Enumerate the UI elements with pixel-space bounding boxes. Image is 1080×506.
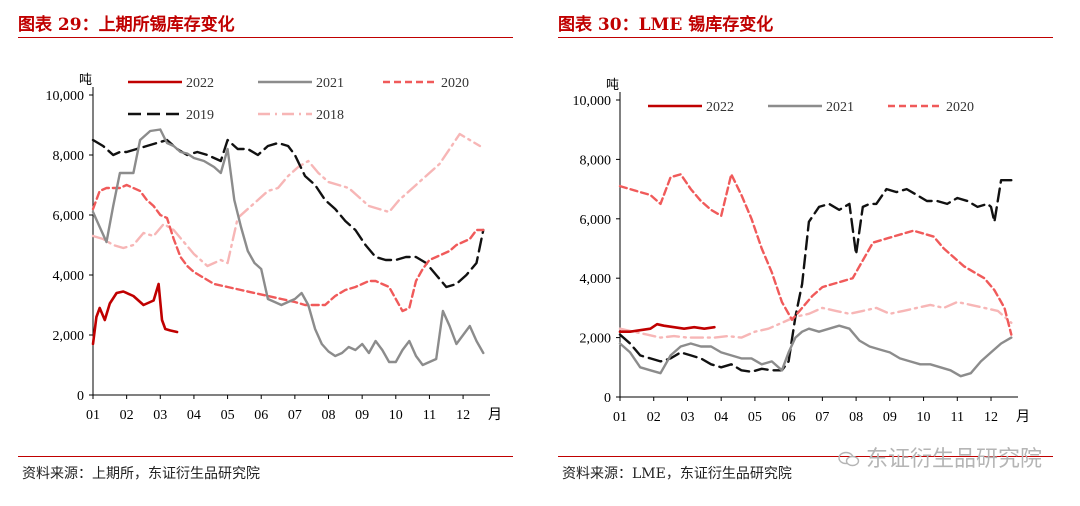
x-tick-label: 07 bbox=[288, 408, 302, 423]
x-tick-label: 05 bbox=[748, 410, 762, 425]
legend-label-2020: 2020 bbox=[946, 100, 974, 115]
y-tick-label: 4,000 bbox=[580, 272, 612, 287]
x-tick-label: 04 bbox=[187, 408, 201, 423]
title-divider bbox=[18, 37, 513, 38]
y-tick-label: 2,000 bbox=[580, 332, 612, 347]
series-line-2020 bbox=[618, 173, 1013, 336]
legend-label-2021: 2021 bbox=[826, 100, 854, 115]
y-tick-label: 2,000 bbox=[53, 329, 85, 344]
series-line-2020 bbox=[91, 183, 485, 313]
y-tick-label: 10,000 bbox=[573, 94, 612, 109]
y-tick-label: 0 bbox=[604, 391, 611, 406]
watermark-text: 东证衍生品研究院 bbox=[865, 447, 1042, 472]
chart-panel-shfe: 图表 29：上期所锡库存变化 0 2,000 4,000 6,000 8,000 10,0… bbox=[18, 15, 513, 482]
x-tick-label: 03 bbox=[680, 410, 694, 425]
x-tick-label: 01 bbox=[86, 408, 100, 423]
x-tick-label: 10 bbox=[389, 408, 403, 423]
wechat-icon bbox=[838, 451, 860, 467]
source-note: 资料来源：LME，东证衍生品研究院 bbox=[562, 466, 792, 482]
source-note: 资料来源：上期所，东证衍生品研究院 bbox=[22, 466, 260, 482]
x-tick-label: 01 bbox=[613, 410, 627, 425]
source-divider bbox=[558, 456, 1053, 457]
series-line-2018 bbox=[91, 132, 482, 268]
x-tick-label: 02 bbox=[120, 408, 134, 423]
x-tick-label: 03 bbox=[153, 408, 167, 423]
y-tick-label: 6,000 bbox=[53, 209, 85, 224]
series-line-2019 bbox=[618, 178, 1013, 373]
y-axis-unit: 吨 bbox=[606, 77, 619, 92]
x-tick-label: 04 bbox=[714, 410, 728, 425]
watermark: 东证衍生品研究院 bbox=[838, 441, 1042, 473]
x-axis-unit: 月 bbox=[1016, 409, 1030, 425]
x-tick-label: 06 bbox=[254, 408, 268, 423]
y-tick-label: 6,000 bbox=[580, 213, 612, 228]
x-tick-label: 08 bbox=[849, 410, 863, 425]
lme-inventory-chart: 0 2,000 4,000 6,000 8,000 10,000 吨 01 02 03 04 05 06… bbox=[573, 77, 1031, 425]
y-tick-label: 4,000 bbox=[53, 269, 85, 284]
x-tick-label: 11 bbox=[423, 408, 436, 423]
legend-label-2021: 2021 bbox=[316, 76, 344, 91]
series-line-2021 bbox=[618, 324, 1013, 378]
chart-panel-lme: 图表 30：LME 锡库存变化 0 2,000 4,000 6,000 8,000 10,… bbox=[540, 0, 1080, 506]
series-line-2022 bbox=[91, 282, 179, 346]
y-tick-label: 8,000 bbox=[53, 149, 85, 164]
series-line-2018 bbox=[618, 300, 1013, 339]
x-tick-label: 12 bbox=[984, 410, 998, 425]
series-line-2022 bbox=[618, 322, 716, 334]
x-tick-label: 02 bbox=[647, 410, 661, 425]
x-tick-label: 06 bbox=[782, 410, 796, 425]
source-divider bbox=[18, 456, 513, 457]
legend-label-2019: 2019 bbox=[186, 108, 214, 123]
chart-title: 图表 29：上期所锡库存变化 bbox=[18, 15, 235, 35]
chart-title: 图表 30：LME 锡库存变化 bbox=[558, 15, 774, 35]
x-axis-unit: 月 bbox=[488, 407, 502, 423]
title-divider bbox=[558, 37, 1053, 38]
x-tick-label: 07 bbox=[815, 410, 829, 425]
series-line-2021 bbox=[91, 128, 485, 367]
legend-label-2020: 2020 bbox=[441, 76, 469, 91]
x-tick-label: 12 bbox=[456, 408, 470, 423]
series-line-2019 bbox=[91, 138, 485, 289]
legend-label-2022: 2022 bbox=[186, 76, 214, 91]
y-tick-label: 10,000 bbox=[46, 89, 85, 104]
legend-label-2022: 2022 bbox=[706, 100, 734, 115]
legend-label-2018: 2018 bbox=[316, 108, 344, 123]
x-tick-label: 11 bbox=[951, 410, 964, 425]
y-axis-unit: 吨 bbox=[79, 72, 92, 87]
x-tick-label: 09 bbox=[355, 408, 369, 423]
shfe-inventory-chart: 0 2,000 4,000 6,000 8,000 10,000 吨 01 02 03 04 05 06… bbox=[46, 72, 503, 423]
x-tick-label: 08 bbox=[322, 408, 336, 423]
x-tick-label: 09 bbox=[883, 410, 897, 425]
x-tick-label: 10 bbox=[917, 410, 931, 425]
y-tick-label: 8,000 bbox=[580, 153, 612, 168]
y-tick-label: 0 bbox=[77, 389, 84, 404]
x-tick-label: 05 bbox=[221, 408, 235, 423]
